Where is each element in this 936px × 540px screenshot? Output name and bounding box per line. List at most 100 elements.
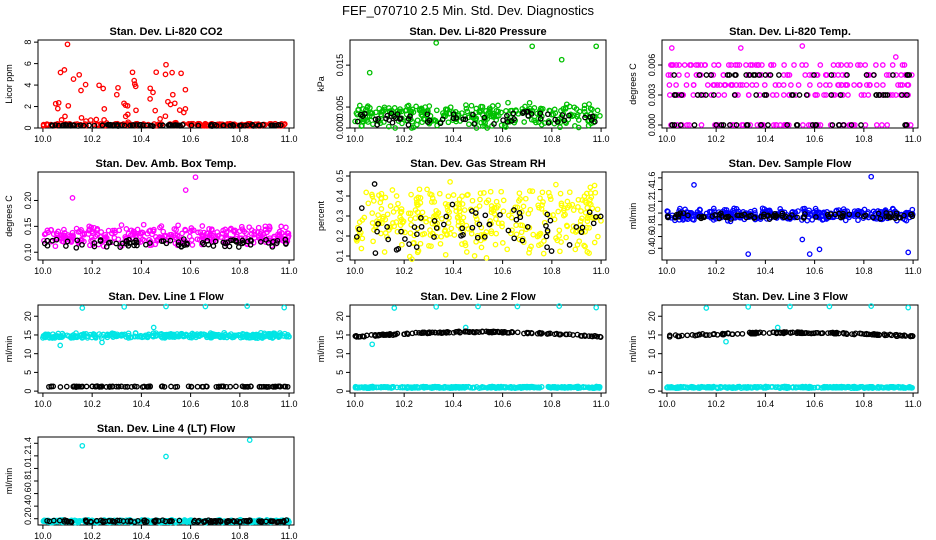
data-point xyxy=(398,206,405,212)
data-point xyxy=(746,72,753,78)
data-point xyxy=(811,72,817,78)
x-tick-label: 10.8 xyxy=(231,531,249,540)
data-point xyxy=(509,208,516,215)
x-tick-label: 10.8 xyxy=(231,399,249,409)
data-point xyxy=(83,518,89,525)
data-point xyxy=(118,222,125,228)
data-point xyxy=(248,227,255,233)
data-point xyxy=(823,92,829,98)
data-point xyxy=(418,215,424,221)
data-point xyxy=(153,332,160,338)
data-point xyxy=(391,331,398,338)
x-tick-label: 10.0 xyxy=(658,266,676,276)
data-point xyxy=(50,231,57,237)
y-tick-label: 10 xyxy=(23,349,33,359)
data-point xyxy=(529,43,536,50)
y-tick-label: 1.4 xyxy=(647,183,657,196)
data-point xyxy=(761,92,768,98)
data-point xyxy=(52,100,59,107)
data-point xyxy=(695,385,701,391)
data-point xyxy=(363,189,370,196)
data-point xyxy=(888,332,895,339)
data-point xyxy=(676,62,683,68)
x-tick-label: 10.8 xyxy=(855,266,873,276)
data-point xyxy=(264,384,271,390)
data-point xyxy=(416,384,422,391)
data-point xyxy=(418,109,425,116)
data-point xyxy=(752,72,758,78)
data-point xyxy=(190,333,196,340)
panel-2: Stan. Dev. Li-820 Pressure 10.0 10.2 10.4 10… xyxy=(316,26,610,144)
data-point xyxy=(358,123,365,129)
data-point xyxy=(579,224,586,231)
data-point xyxy=(537,110,544,117)
data-point xyxy=(669,62,675,68)
data-point xyxy=(476,385,483,391)
data-point xyxy=(574,241,581,248)
data-point xyxy=(443,329,450,335)
data-point xyxy=(669,122,675,128)
data-point xyxy=(379,108,386,115)
data-point xyxy=(586,209,593,216)
data-point xyxy=(849,331,855,337)
x-tick-label: 10.0 xyxy=(34,531,52,540)
data-point xyxy=(384,112,391,119)
series-magenta xyxy=(665,43,915,128)
data-point xyxy=(256,383,263,390)
data-point xyxy=(799,330,806,337)
data-point xyxy=(741,211,748,218)
data-point xyxy=(710,92,717,98)
data-point xyxy=(424,186,430,193)
data-point xyxy=(514,303,521,310)
data-point xyxy=(560,212,567,219)
data-point xyxy=(772,384,779,391)
x-tick-label: 10.4 xyxy=(133,134,151,144)
data-point xyxy=(795,384,802,391)
data-point xyxy=(270,518,277,525)
y-tick-label: 0.6 xyxy=(647,230,657,243)
data-point xyxy=(676,333,683,340)
data-point xyxy=(157,116,163,122)
data-point xyxy=(445,220,452,226)
data-point xyxy=(424,111,431,118)
data-point xyxy=(280,518,287,524)
data-point xyxy=(86,122,92,129)
data-point xyxy=(868,303,875,309)
data-point xyxy=(564,198,571,205)
data-point xyxy=(590,220,597,227)
panels-group: Stan. Dev. Li-820 CO2 10.0 10.2 10.4 10.6 10.… xyxy=(4,26,922,540)
data-point xyxy=(809,122,816,128)
data-point xyxy=(773,122,780,128)
data-point xyxy=(433,225,440,231)
data-point xyxy=(244,122,250,129)
data-point xyxy=(575,196,582,203)
data-point xyxy=(510,110,517,117)
y-tick-label: 5 xyxy=(647,370,657,375)
data-point xyxy=(784,72,791,78)
data-point xyxy=(86,223,93,230)
plot-frame xyxy=(37,304,295,394)
data-point xyxy=(534,233,541,240)
y-axis-label: Licor ppm xyxy=(4,64,14,104)
data-point xyxy=(481,190,487,196)
data-point xyxy=(516,198,522,204)
data-point xyxy=(79,442,86,449)
data-point xyxy=(566,242,573,248)
data-point xyxy=(905,82,912,88)
data-point xyxy=(704,82,711,88)
data-point xyxy=(220,383,227,390)
x-tick-label: 10.8 xyxy=(543,266,561,276)
data-point xyxy=(482,123,488,129)
data-point xyxy=(787,303,793,310)
data-point xyxy=(677,122,684,128)
data-point xyxy=(199,223,206,229)
x-tick-label: 11.0 xyxy=(281,399,298,409)
data-point xyxy=(138,121,144,128)
data-point xyxy=(443,213,450,220)
y-tick-label: 1.4 xyxy=(23,437,33,450)
data-point xyxy=(458,232,464,239)
data-point xyxy=(509,107,515,114)
data-point xyxy=(196,236,203,243)
data-point xyxy=(368,332,375,338)
data-point xyxy=(765,212,772,219)
